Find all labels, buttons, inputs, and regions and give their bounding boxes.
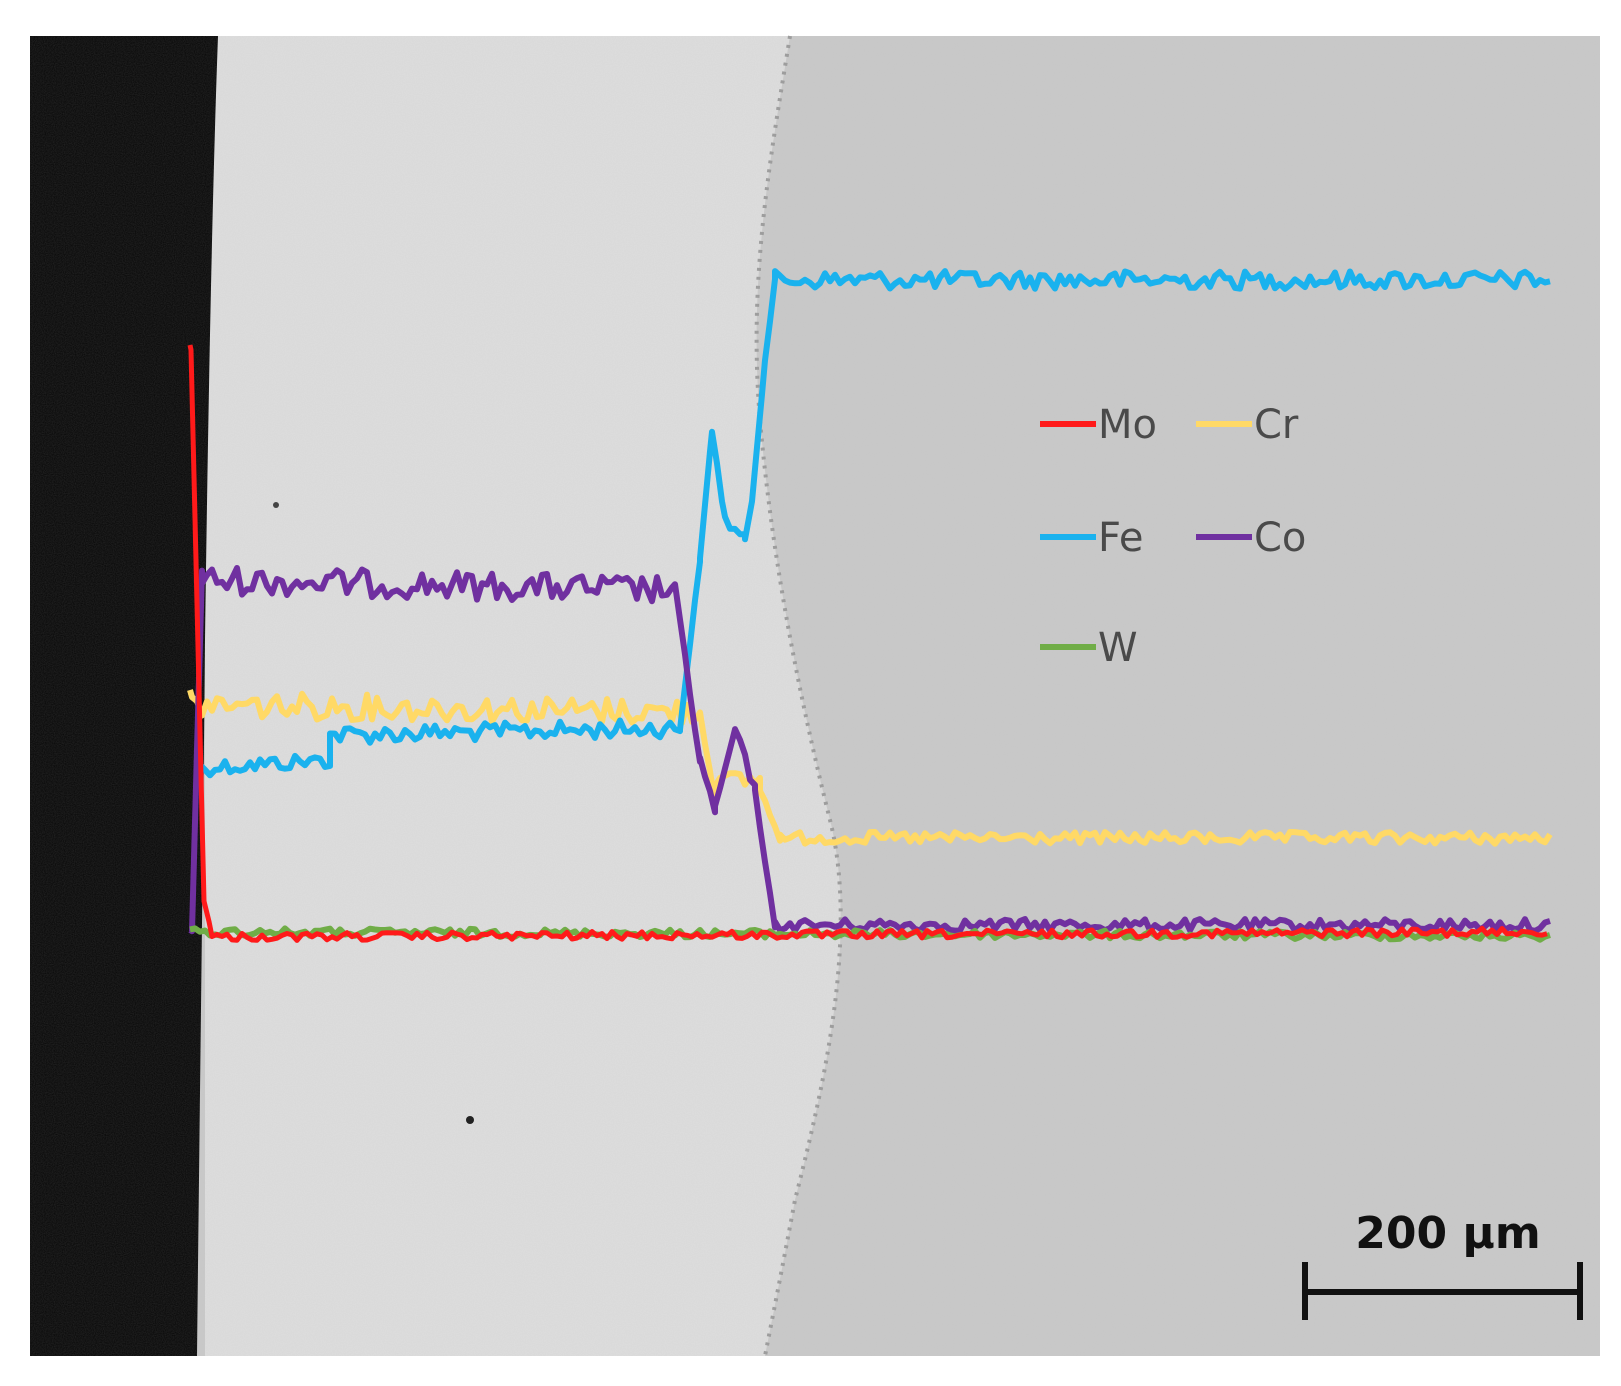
legend-label-cr: Cr [1254, 402, 1299, 448]
cr-profile-line [187, 689, 1553, 847]
scale-bar-label: 200 µm [1355, 1208, 1540, 1259]
legend-label-co: Co [1254, 515, 1306, 561]
legend-label-w: W [1098, 625, 1138, 671]
fe-profile-line [193, 268, 1551, 779]
image-texture [30, 36, 1600, 1356]
micrograph [30, 35, 1600, 1357]
co-profile-line [188, 565, 1551, 935]
legend-label-mo: Mo [1098, 402, 1157, 448]
pore-dot [273, 502, 279, 508]
pore-dot [466, 1116, 474, 1124]
scale-bar: 200 µm [1302, 1208, 1583, 1320]
legend: Mo Cr Fe Co W [1040, 402, 1306, 671]
legend-label-fe: Fe [1098, 515, 1143, 561]
eds-line-scan [187, 268, 1553, 943]
mo-profile-line [187, 344, 1548, 943]
